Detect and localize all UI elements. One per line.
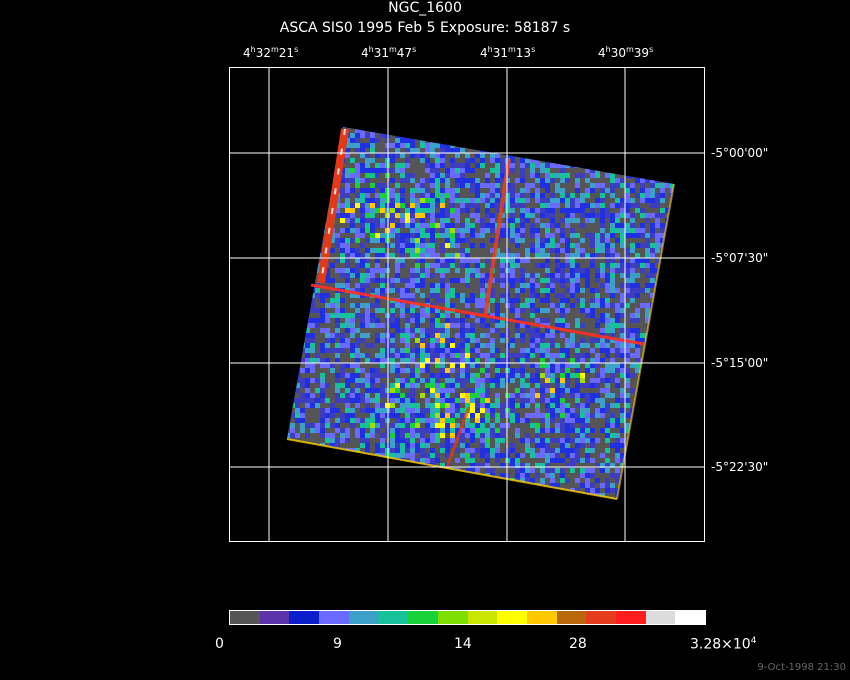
- colorbar-segment: [586, 611, 616, 624]
- colorbar-segment: [556, 611, 587, 624]
- ra-tick-label: 4h31m13s: [480, 45, 536, 60]
- colorbar-segment: [437, 611, 468, 624]
- dec-tick-label: -5°15'00": [711, 356, 769, 370]
- colorbar-segment: [497, 611, 527, 624]
- timestamp: 9-Oct-1998 21:30: [757, 662, 846, 673]
- plot-frame: [229, 67, 705, 542]
- colorbar-segment: [289, 611, 320, 624]
- colorbar-segment: [675, 611, 705, 624]
- colorbar-label: 0: [215, 636, 224, 652]
- colorbar-label: 28: [569, 636, 587, 652]
- dec-tick-label: -5°22'30": [711, 460, 769, 474]
- colorbar-segment: [615, 611, 646, 624]
- colorbar-segment: [467, 611, 498, 624]
- colorbar-label: 14: [454, 636, 472, 652]
- ra-tick-label: 4h30m39s: [598, 45, 654, 60]
- colorbar-label: 3.28×104: [690, 636, 757, 653]
- plot-title: NGC_1600: [388, 0, 462, 16]
- dec-tick-label: -5°07'30": [711, 251, 769, 265]
- ra-tick-label: 4h31m47s: [361, 45, 417, 60]
- chip-gap-lines: [286, 128, 675, 500]
- colorbar-segment: [230, 611, 260, 624]
- plot-subtitle: ASCA SIS0 1995 Feb 5 Exposure: 58187 s: [279, 20, 571, 36]
- colorbar-segment: [645, 611, 676, 624]
- colorbar-segment: [348, 611, 379, 624]
- colorbar-segment: [259, 611, 290, 624]
- colorbar-segment: [408, 611, 438, 624]
- dec-tick-label: -5°00'00": [711, 146, 769, 160]
- colorbar-label: 9: [333, 636, 342, 652]
- ra-tick-label: 4h32m21s: [243, 45, 299, 60]
- colorbar-segment: [526, 611, 557, 624]
- xray-image: [229, 67, 705, 542]
- coordinate-grid: [229, 67, 705, 542]
- colorbar-segment: [378, 611, 409, 624]
- colorbar-segment: [319, 611, 349, 624]
- colorbar: [229, 610, 706, 625]
